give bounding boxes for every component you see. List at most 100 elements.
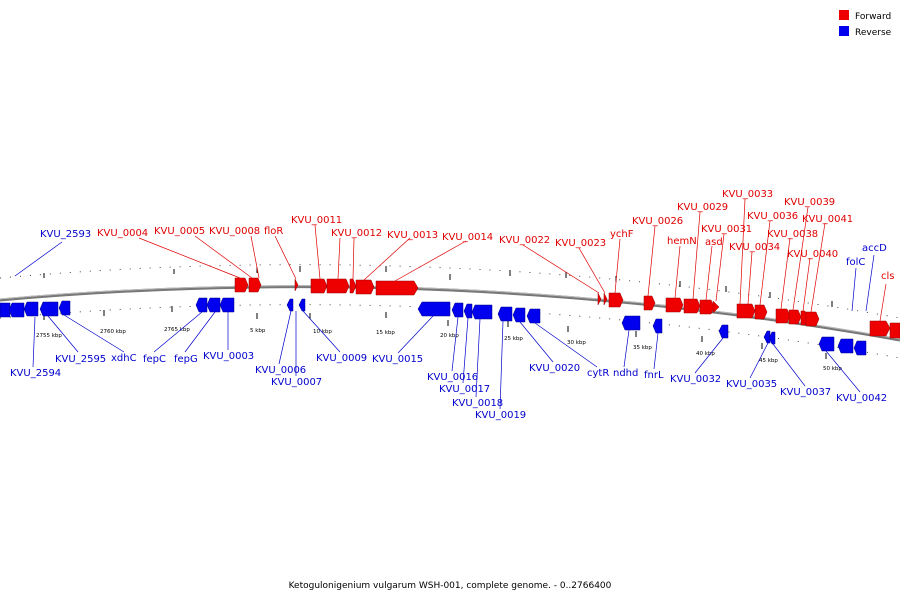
gene-label-floR: floR <box>264 226 283 237</box>
gene-label-KVU_0012: KVU_0012 <box>331 228 382 239</box>
tick-label: 35 kbp <box>633 345 652 351</box>
tick-label: 10 kbp <box>313 329 332 335</box>
reverse-gene <box>286 298 294 312</box>
gene-label-KVU_0032: KVU_0032 <box>670 374 721 385</box>
tick-label: 50 kbp <box>823 366 842 372</box>
gene-label-ndhd: ndhd <box>613 368 638 379</box>
gene-label-KVU_0029: KVU_0029 <box>677 202 728 213</box>
reverse-gene <box>23 301 39 317</box>
gene-label-KVU_0031: KVU_0031 <box>701 224 752 235</box>
reverse-gene <box>195 297 208 313</box>
gene-label-KVU_0038: KVU_0038 <box>767 229 818 240</box>
gene-label-KVU_2594: KVU_2594 <box>10 368 61 379</box>
gene-label-xdhC: xdhC <box>111 353 137 364</box>
forward-gene <box>712 300 720 314</box>
reverse-gene <box>451 302 464 318</box>
reverse-gene-labels: KVU_2593 accD folC KVU_2594 KVU_2595 xdh… <box>10 229 887 421</box>
reverse-gene <box>718 324 729 339</box>
legend-label-forward: Forward <box>855 12 891 22</box>
reverse-genes <box>0 297 867 356</box>
forward-major-ticks <box>43 266 833 307</box>
forward-gene <box>597 292 602 306</box>
reverse-gene <box>298 298 306 312</box>
reverse-gene <box>58 300 71 316</box>
tick-label: 20 kbp <box>440 333 459 339</box>
reverse-gene <box>853 340 867 356</box>
gene-label-KVU_2595: KVU_2595 <box>55 354 106 365</box>
forward-gene <box>643 295 656 311</box>
tick-label: 15 kbp <box>376 330 395 336</box>
forward-gene <box>608 292 624 308</box>
forward-gene <box>294 278 299 292</box>
gene-label-cls: cls <box>881 271 895 282</box>
reverse-gene <box>0 302 11 318</box>
forward-gene <box>349 278 357 294</box>
gene-label-accD: accD <box>862 243 887 254</box>
gene-label-KVU_0017: KVU_0017 <box>439 384 490 395</box>
reverse-gene <box>497 306 513 322</box>
reverse-gene <box>471 304 493 320</box>
gene-label-cytR: cytR <box>587 368 609 379</box>
gene-label-KVU_0026: KVU_0026 <box>632 216 683 227</box>
gene-label-KVU_0005: KVU_0005 <box>154 226 205 237</box>
reverse-gene <box>39 301 59 317</box>
gene-label-folC: folC <box>846 257 865 268</box>
tick-label: 30 kbp <box>567 340 586 346</box>
forward-scale-line <box>0 264 900 319</box>
tick-label: 2765 kbp <box>164 327 190 333</box>
gene-label-KVU_0033: KVU_0033 <box>722 189 773 200</box>
forward-gene <box>754 304 768 320</box>
forward-gene <box>326 278 350 294</box>
gene-label-KVU_0009: KVU_0009 <box>316 353 367 364</box>
tick-label: 40 kbp <box>696 351 715 357</box>
forward-gene <box>736 303 756 319</box>
gene-label-KVU_0023: KVU_0023 <box>555 238 606 249</box>
gene-label-KVU_0013: KVU_0013 <box>387 230 438 241</box>
forward-gene <box>665 297 684 313</box>
forward-gene <box>248 277 262 293</box>
reverse-gene <box>512 307 526 323</box>
gene-label-KVU_0039: KVU_0039 <box>784 197 835 208</box>
reverse-gene <box>219 297 235 313</box>
forward-gene <box>234 277 249 293</box>
gene-label-KVU_0006: KVU_0006 <box>255 365 306 376</box>
tick-label: 2760 kbp <box>100 329 126 335</box>
map-caption: Ketogulonigenium vulgarum WSH-001, compl… <box>289 581 612 591</box>
forward-gene-labels: KVU_0004 KVU_0005 KVU_0008 floR KVU_0011… <box>97 189 895 282</box>
forward-gene <box>310 278 328 294</box>
forward-gene <box>355 279 375 295</box>
reverse-gene <box>763 330 771 344</box>
reverse-gene <box>768 331 776 345</box>
gene-label-KVU_0042: KVU_0042 <box>836 393 887 404</box>
gene-label-KVU_0019: KVU_0019 <box>475 410 526 421</box>
forward-gene <box>869 320 891 337</box>
gene-label-fnrL: fnrL <box>644 370 664 381</box>
forward-gene <box>603 292 608 306</box>
legend-label-reverse: Reverse <box>855 28 892 38</box>
reverse-gene <box>463 303 473 319</box>
gene-label-fepC: fepC <box>143 354 166 365</box>
forward-gene <box>775 308 791 324</box>
genome-backbone-highlight <box>0 285 900 340</box>
reverse-gene <box>206 297 221 313</box>
gene-label-KVU_0015: KVU_0015 <box>372 354 423 365</box>
gene-label-KVU_0036: KVU_0036 <box>747 211 798 222</box>
gene-label-asd: asd <box>705 237 723 248</box>
gene-label-KVU_0034: KVU_0034 <box>729 242 780 253</box>
reverse-gene <box>8 302 25 318</box>
legend: Forward Reverse <box>839 10 892 38</box>
reverse-gene <box>526 308 541 324</box>
forward-gene <box>889 322 900 339</box>
gene-label-hemN: hemN <box>667 236 697 247</box>
tick-labels: 2755 kbp 2760 kbp 2765 kbp 5 kbp 10 kbp … <box>36 327 842 372</box>
gene-label-KVU_0016: KVU_0016 <box>427 372 478 383</box>
tick-label: 25 kbp <box>504 336 523 342</box>
forward-gene <box>788 309 802 325</box>
gene-label-KVU_0011: KVU_0011 <box>291 215 342 226</box>
gene-label-KVU_0014: KVU_0014 <box>442 232 493 243</box>
forward-genes <box>234 277 900 339</box>
forward-gene <box>375 280 419 296</box>
tick-label: 2755 kbp <box>36 333 62 339</box>
tick-label: 5 kbp <box>250 328 266 334</box>
gene-label-KVU_0004: KVU_0004 <box>97 228 148 239</box>
